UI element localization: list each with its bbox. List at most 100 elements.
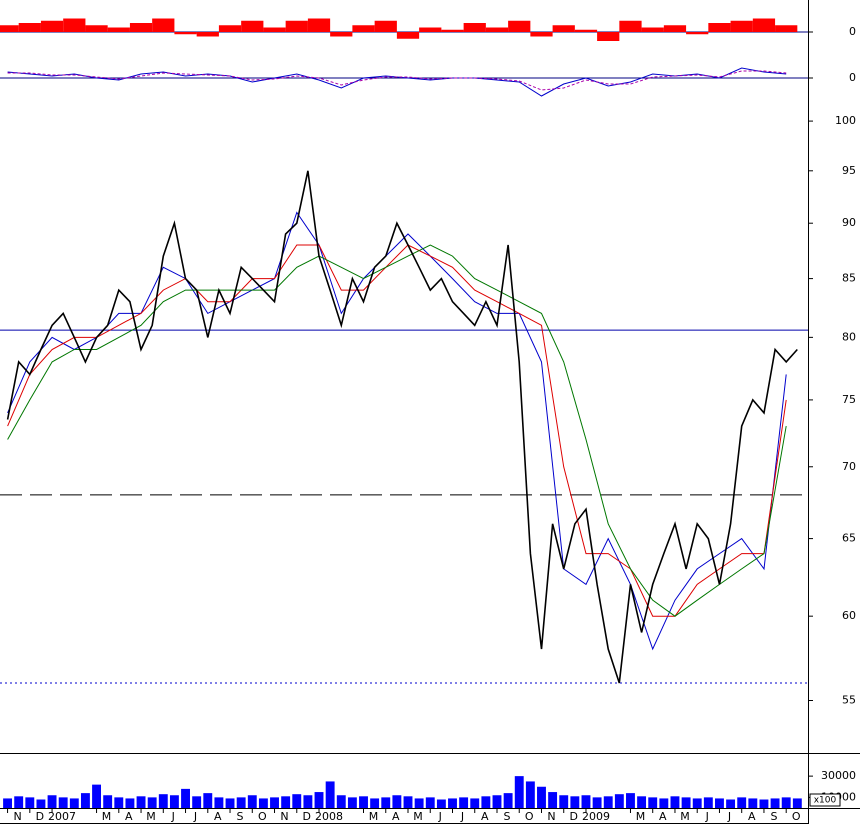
x-tick-label: A [392, 810, 400, 823]
x-tick-label: M [636, 810, 646, 823]
moving-average [7, 244, 787, 617]
oscillator-bar [663, 25, 687, 32]
volume-bar [537, 786, 546, 808]
y-tick-label: 100 [835, 114, 856, 127]
volume-bar [703, 797, 713, 808]
x-tick-label: O [258, 810, 267, 823]
volume-bar [626, 793, 635, 808]
volume-bar [470, 798, 480, 808]
oscillator-bar [419, 27, 442, 32]
volume-bar [103, 795, 113, 808]
x-tick-label: 2009 [582, 810, 610, 823]
volume-bar [125, 798, 135, 808]
oscillator-bar [63, 18, 86, 32]
y-tick-label: 95 [842, 164, 856, 177]
volume-bar [25, 797, 35, 808]
volume-bar [603, 796, 613, 808]
volume-bar [425, 797, 435, 808]
volume-bar [136, 796, 146, 808]
volume-bar [214, 797, 224, 808]
x-tick-label: D [569, 810, 577, 823]
x-tick-label: M [413, 810, 423, 823]
oscillator-bar [152, 18, 175, 32]
volume-bar [614, 794, 624, 808]
y-tick-label: 65 [842, 532, 856, 545]
volume-bar [325, 781, 335, 808]
x-tick-label: N [280, 810, 288, 823]
volume-bar [403, 796, 413, 808]
volume-bar [147, 797, 157, 808]
oscillator-bar [441, 29, 464, 32]
oscillator-bar [775, 25, 798, 32]
x-tick-label: D [36, 810, 44, 823]
unit-box [809, 793, 841, 807]
oscillator-bar [129, 23, 153, 32]
volume-bar [158, 794, 168, 808]
volume-bar [92, 784, 101, 808]
volume-bar [448, 798, 457, 808]
volume-bar [69, 798, 79, 808]
volume-bar [381, 797, 391, 808]
volume-bar [347, 797, 357, 808]
x-tick-label: A [125, 810, 133, 823]
volume-bar [203, 793, 213, 808]
y-tick-label: 90 [842, 216, 856, 229]
x-tick-label: J [193, 810, 197, 823]
oscillator-bar [85, 25, 108, 32]
x-tick-label: J [171, 810, 175, 823]
volume-bar [58, 797, 68, 808]
volume-bar [759, 799, 769, 808]
x-tick-label: A [659, 810, 667, 823]
oscillator-bar [708, 23, 731, 32]
y-tick-label: 80 [842, 330, 856, 343]
x-tick-label: S [503, 810, 510, 823]
y-tick-label: 30000 [821, 769, 856, 782]
volume-bar [659, 798, 669, 808]
x-tick-label: M [102, 810, 112, 823]
x-tick-label: S [770, 810, 777, 823]
volume-bar [681, 797, 691, 808]
volume-bar [492, 795, 502, 808]
oscillator-bar [730, 20, 753, 32]
volume-bar [336, 795, 346, 808]
volume-bar [570, 796, 580, 808]
volume-bar [359, 796, 368, 808]
x-tick-label: O [525, 810, 534, 823]
price-line [6, 170, 798, 684]
volume-bar [503, 793, 513, 808]
volume-bar [414, 798, 424, 808]
volume-bar [559, 795, 569, 808]
oscillator-bar [330, 32, 353, 37]
oscillator-bar [218, 25, 242, 32]
x-tick-label: A [748, 810, 756, 823]
volume-bar [47, 795, 57, 808]
oscillator-bar [40, 20, 64, 32]
oscillator-bar [374, 20, 397, 32]
oscillator-bar [196, 32, 219, 37]
volume-bar [303, 795, 313, 808]
volume-bar [392, 795, 402, 808]
volume-bar [592, 797, 602, 808]
volume-bar [459, 797, 469, 808]
y-tick-label: 85 [842, 272, 856, 285]
oscillator-bar [352, 25, 375, 32]
y-tick-label: 60 [842, 609, 856, 622]
x-tick-label: M [680, 810, 690, 823]
moving-average [7, 211, 787, 651]
volume-bar [648, 797, 658, 808]
volume-bar [737, 797, 747, 808]
x-tick-label: D [303, 810, 311, 823]
oscillator-bar [307, 18, 331, 32]
volume-bar [236, 797, 246, 808]
volume-bar [281, 796, 291, 808]
volume-bar [225, 798, 235, 808]
volume-bar [715, 798, 724, 808]
oscillator-bar [552, 25, 575, 32]
x-tick-label: 2007 [48, 810, 76, 823]
oscillator-bar [530, 32, 553, 37]
volume-bar [80, 793, 90, 808]
oscillator-bar [396, 32, 420, 39]
oscillator-bar [107, 27, 130, 32]
